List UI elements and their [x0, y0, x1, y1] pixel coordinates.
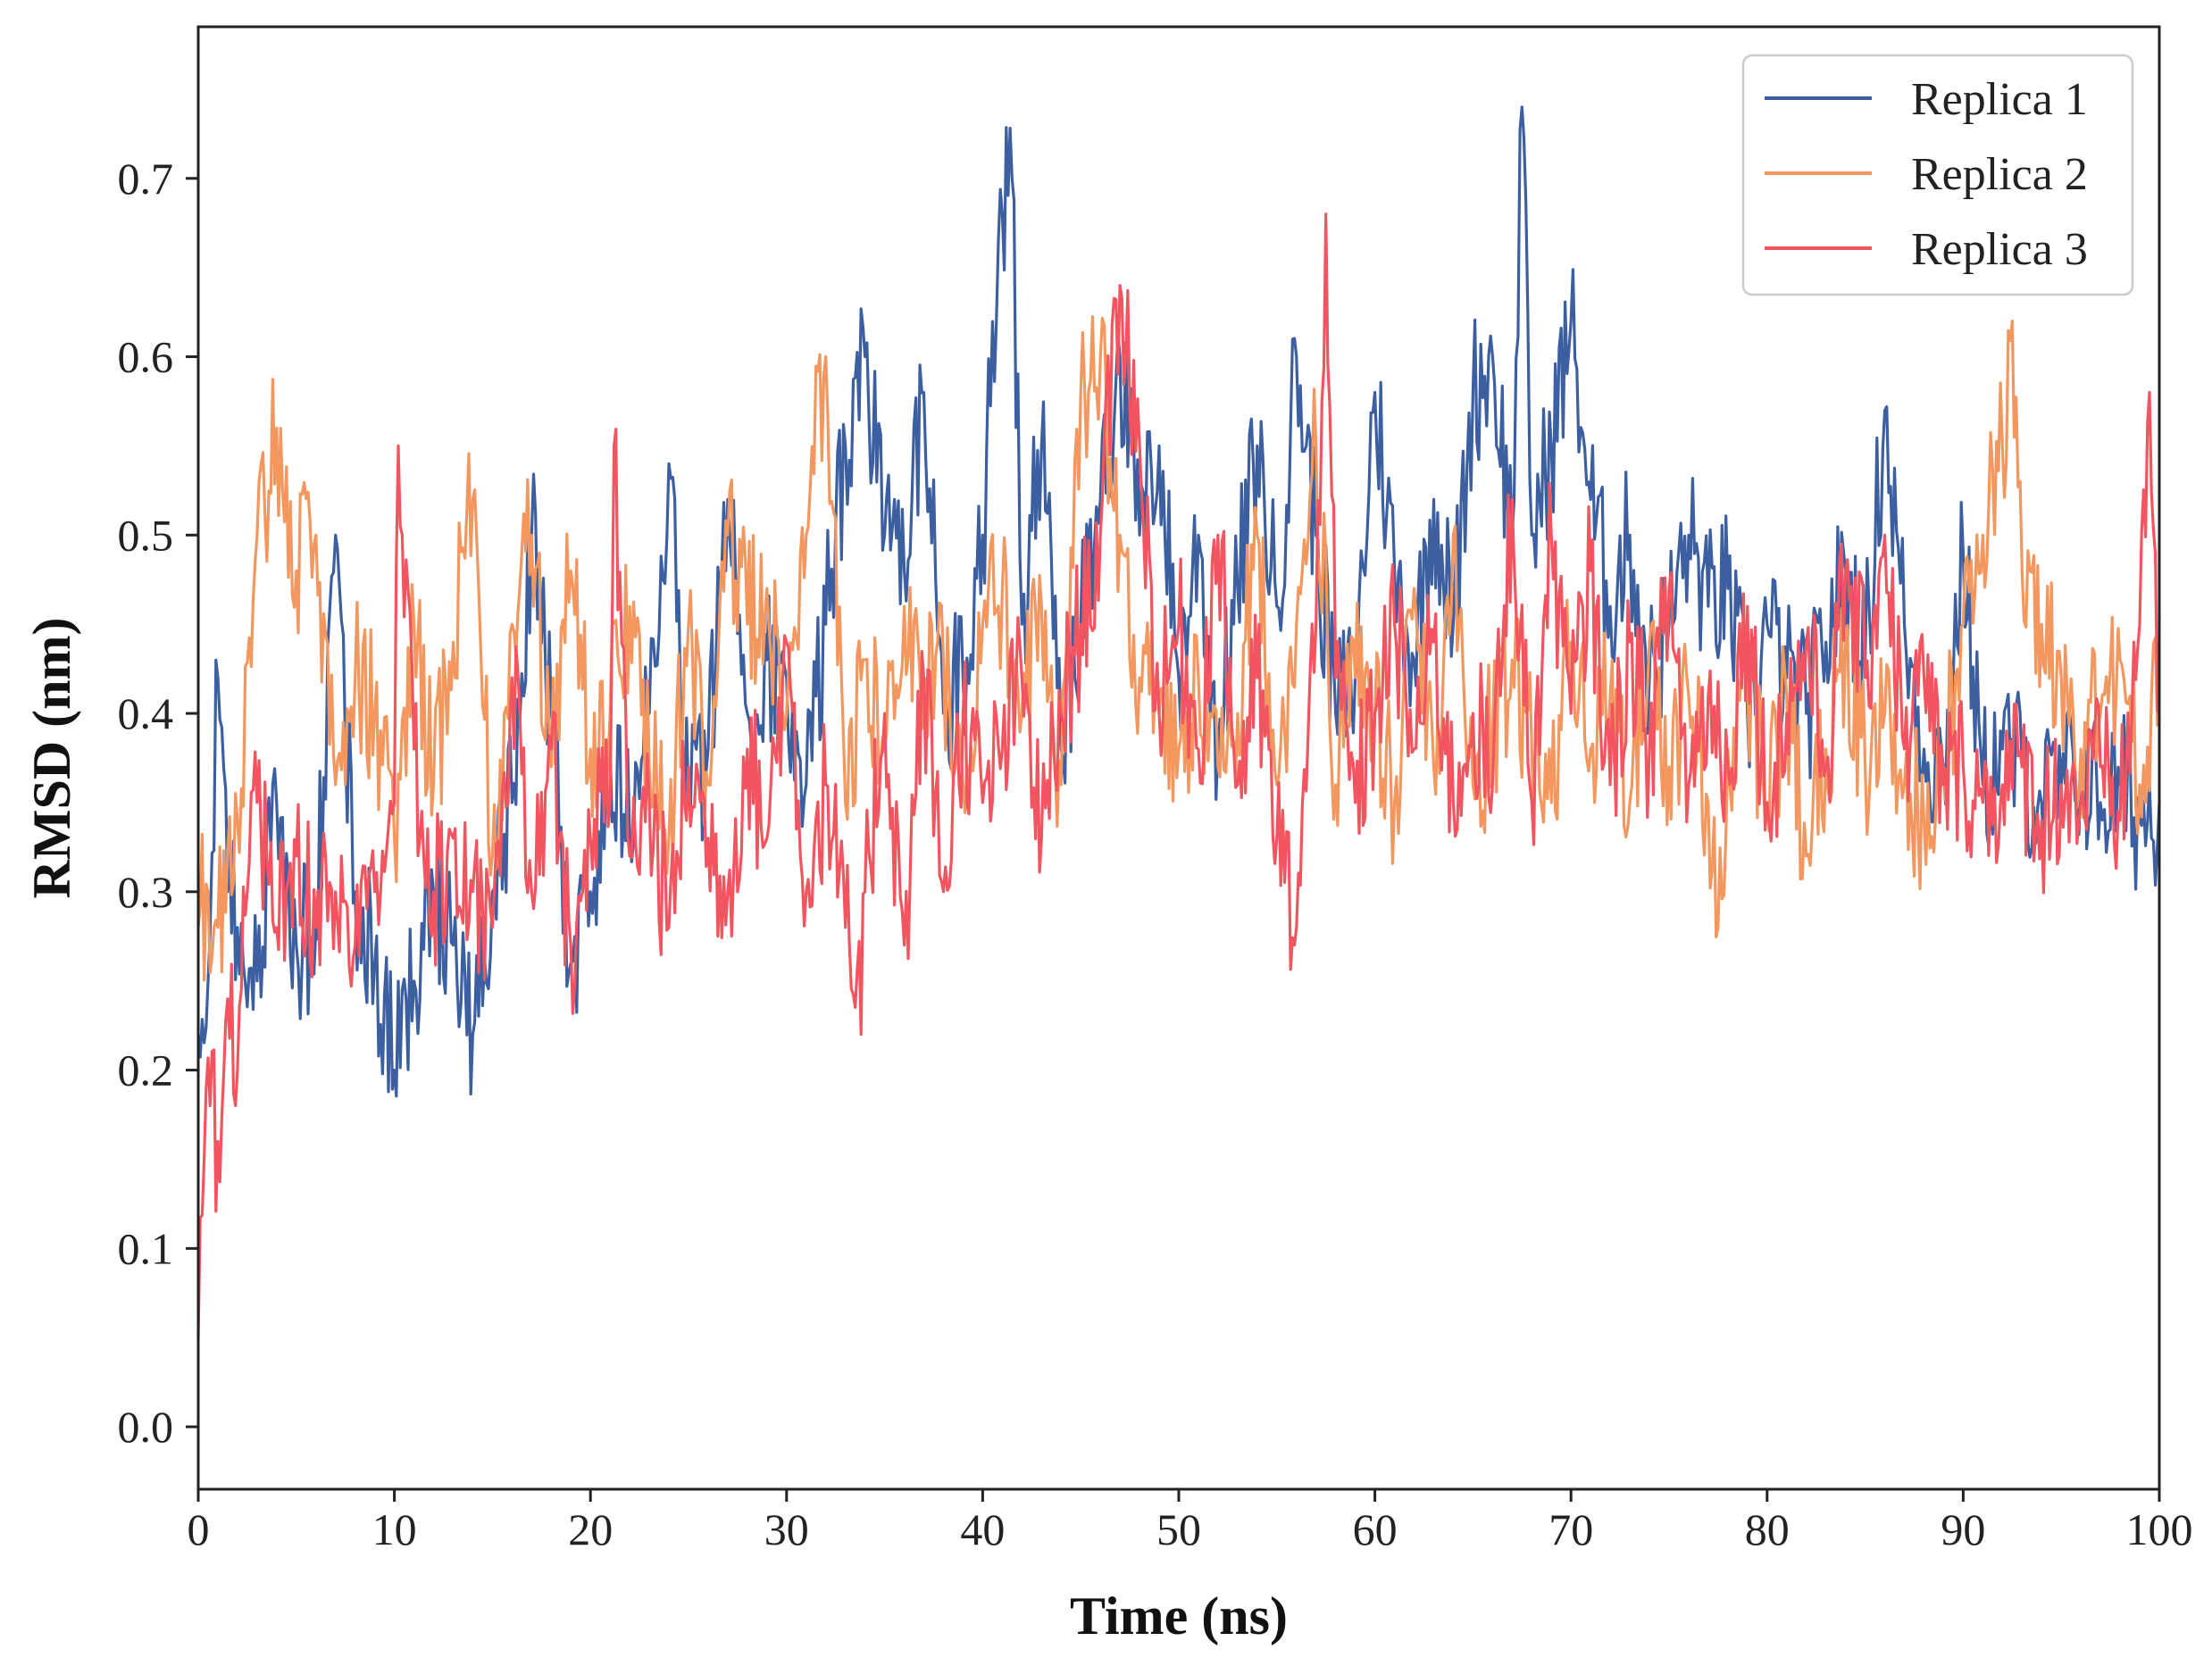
legend-label-replica-2: Replica 2: [1911, 149, 2088, 200]
x-tick-label: 60: [1353, 1504, 1398, 1554]
x-tick-label: 30: [764, 1504, 809, 1554]
legend-label-replica-3: Replica 3: [1911, 224, 2088, 275]
y-tick-label: 0.2: [118, 1045, 174, 1095]
x-tick-label: 80: [1745, 1504, 1790, 1554]
x-tick-label: 20: [568, 1504, 613, 1554]
x-tick-label: 10: [372, 1504, 417, 1554]
series-layer: [196, 105, 2161, 1338]
x-tick-label: 70: [1548, 1504, 1593, 1554]
x-axis-title: Time (ns): [1070, 1587, 1288, 1645]
x-tick-label: 90: [1941, 1504, 1985, 1554]
y-tick-label: 0.4: [118, 688, 174, 738]
y-tick-label: 0.6: [118, 332, 174, 382]
y-axis: 0.0 0.1 0.2 0.3 0.4 0.5 0.6 0.7: [118, 154, 198, 1452]
x-tick-label: 40: [960, 1504, 1005, 1554]
x-tick-label: 100: [2126, 1504, 2193, 1554]
legend-box: [1741, 54, 2134, 296]
x-axis: 0 10 20 30 40 50 60 70 80 90 100: [188, 1489, 2193, 1554]
series-line-replica-3: [196, 212, 2161, 1338]
y-tick-label: 0.3: [118, 867, 174, 917]
y-tick-label: 0.0: [118, 1402, 174, 1452]
legend: Replica 1 Replica 2 Replica 3: [1741, 54, 2134, 296]
y-tick-label: 0.5: [118, 510, 174, 560]
series-line-replica-1: [196, 105, 2161, 1098]
legend-label-replica-1: Replica 1: [1911, 74, 2088, 125]
x-tick-label: 50: [1156, 1504, 1201, 1554]
y-tick-label: 0.1: [118, 1223, 174, 1273]
y-tick-label: 0.7: [118, 154, 174, 204]
x-tick-label: 0: [188, 1504, 210, 1554]
y-axis-title: RMSD (nm): [22, 618, 81, 899]
